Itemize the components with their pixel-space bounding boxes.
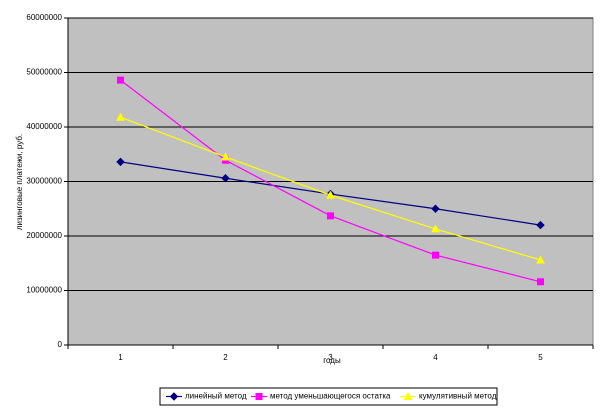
x-tick-label: 5 xyxy=(538,353,543,362)
data-point xyxy=(221,152,230,161)
legend-label: линейный метод xyxy=(185,392,247,401)
legend-label: кумулятивный метод xyxy=(419,392,497,401)
y-tick-label: 0 xyxy=(58,340,63,349)
data-point xyxy=(536,220,545,230)
legend-marker xyxy=(403,391,413,400)
data-point xyxy=(117,76,124,84)
x-axis-label: годы xyxy=(323,356,341,365)
legend-marker xyxy=(255,393,263,400)
data-point xyxy=(116,157,125,167)
data-point xyxy=(326,190,335,199)
x-tick-label: 3 xyxy=(328,353,333,362)
x-tick-label: 2 xyxy=(223,353,228,362)
data-point xyxy=(536,255,545,264)
data-point xyxy=(431,204,440,213)
legend xyxy=(159,387,498,406)
y-tick-label: 20000000 xyxy=(26,231,62,240)
x-tick-label: 4 xyxy=(433,353,438,362)
data-point xyxy=(327,212,334,220)
data-point xyxy=(537,278,544,286)
y-axis-label: лизинговые платежи, руб. xyxy=(15,134,24,230)
data-point xyxy=(431,224,440,233)
legend-label: метод уменьшающегося остатка xyxy=(270,392,391,401)
data-point xyxy=(432,251,439,259)
y-tick-label: 60000000 xyxy=(26,13,62,22)
y-tick-label: 40000000 xyxy=(26,122,62,131)
data-point xyxy=(221,174,230,183)
data-point xyxy=(116,112,125,121)
legend-marker xyxy=(169,392,179,401)
y-tick-label: 30000000 xyxy=(26,177,62,186)
x-tick-label: 1 xyxy=(118,353,123,362)
y-tick-label: 50000000 xyxy=(26,68,62,77)
y-tick-label: 10000000 xyxy=(26,286,62,295)
